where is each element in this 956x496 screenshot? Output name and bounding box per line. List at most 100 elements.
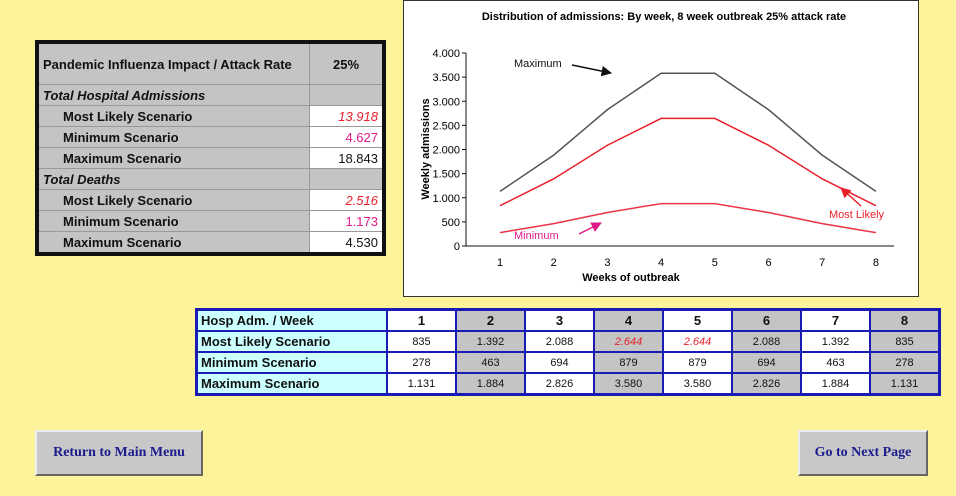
cell: 278: [386, 351, 457, 374]
cell: 835: [386, 330, 457, 353]
cell: 835: [869, 330, 941, 353]
y-tick-label: 500: [442, 217, 460, 229]
cell: 3.580: [593, 372, 664, 396]
table-row: Most Likely Scenario 13.918: [36, 105, 385, 127]
cell: 2.088: [731, 330, 802, 353]
x-tick-label: 3: [604, 257, 610, 269]
cell: 694: [731, 351, 802, 374]
y-tick-label: 2.500: [432, 120, 460, 132]
cell: 7: [800, 308, 871, 332]
arrow: [840, 187, 862, 207]
table-row: Minimum Scenario 4.627: [36, 126, 385, 148]
cell: 1.884: [800, 372, 871, 396]
week-table: Hosp Adm. / Week 1 2 3 4 5 6 7 8 Most Likely Scen…: [195, 308, 941, 396]
series-line: [499, 72, 877, 193]
arrow: [578, 222, 602, 235]
annotation: Most Likely: [829, 209, 885, 221]
cell: 1: [386, 308, 457, 332]
cell: 1.131: [386, 372, 457, 396]
y-axis-label: Weekly admissions: [420, 98, 432, 199]
cell: 2.826: [524, 372, 595, 396]
next-button[interactable]: Go to Next Page: [798, 430, 928, 476]
y-tick-label: 3.000: [432, 96, 460, 108]
x-axis-label: Weeks of outbreak: [582, 272, 680, 284]
y-tick-label: 0: [454, 241, 460, 253]
cell: 3.580: [662, 372, 733, 396]
y-tick-label: 3.500: [432, 72, 460, 84]
table-row: Minimum Scenario 1.173: [36, 210, 385, 232]
row-label: Most Likely Scenario: [195, 330, 388, 353]
cell: 463: [455, 351, 526, 374]
y-tick-label: 1.000: [432, 193, 460, 205]
table-row: Maximum Scenario 4.530: [36, 231, 385, 255]
row-value: 18.843: [309, 147, 385, 169]
cell: 3: [524, 308, 595, 332]
table-row: Maximum Scenario 18.843: [36, 147, 385, 169]
y-tick-label: 1.500: [432, 169, 460, 181]
empty-cell: [309, 84, 385, 106]
chart: Distribution of admissions: By week, 8 w…: [403, 0, 919, 297]
table-row: Hosp Adm. / Week 1 2 3 4 5 6 7 8: [195, 308, 941, 332]
cell: 2.644: [593, 330, 664, 353]
row-label: Minimum Scenario: [195, 351, 388, 374]
title-box: Distribution of admissions: By week, 8 w…: [481, 11, 847, 23]
cell: 4: [593, 308, 664, 332]
cell: 879: [593, 351, 664, 374]
row-label: Minimum Scenario: [36, 126, 310, 148]
cell: 879: [662, 351, 733, 374]
row-value: 4.627: [309, 126, 385, 148]
empty-cell: [309, 168, 385, 190]
x-tick-label: 1: [497, 257, 503, 269]
row-value: 1.173: [309, 210, 385, 232]
table-row: Most Likely Scenario 2.516: [36, 189, 385, 211]
row-label: Hosp Adm. / Week: [195, 308, 388, 332]
impact-table: Pandemic Influenza Impact / Attack Rate 2…: [35, 40, 386, 256]
table-row: Maximum Scenario 1.131 1.884 2.826 3.580 3.58…: [195, 372, 941, 396]
cell: 6: [731, 308, 802, 332]
annotation: Minimum: [514, 230, 559, 242]
row-label: Maximum Scenario: [195, 372, 388, 396]
x-tick-label: 7: [819, 257, 825, 269]
row-label: Pandemic Influenza Impact / Attack Rate: [36, 41, 310, 85]
series-line: [499, 202, 877, 234]
cell: 278: [869, 351, 941, 374]
cell: 463: [800, 351, 871, 374]
row-label: Maximum Scenario: [36, 231, 310, 255]
cell: 2: [455, 308, 526, 332]
table-row: Minimum Scenario 278 463 694 879 879 694 463 278: [195, 351, 941, 374]
row-value: 4.530: [309, 231, 385, 255]
x-tick-label: 8: [873, 257, 879, 269]
x-tick-label: 2: [551, 257, 557, 269]
y-tick-label: 4.000: [432, 48, 460, 60]
cell: 8: [869, 308, 941, 332]
row-label: Total Hospital Admissions: [36, 84, 310, 106]
cell: 694: [524, 351, 595, 374]
row-label: Most Likely Scenario: [36, 189, 310, 211]
arrow: [571, 64, 613, 77]
table-row: Pandemic Influenza Impact / Attack Rate 2…: [36, 41, 385, 85]
table-row: Total Deaths: [36, 168, 385, 190]
return-button[interactable]: Return to Main Menu: [35, 430, 203, 476]
cell: 1.392: [455, 330, 526, 353]
chart-title: Distribution of admissions: By week, 8 w…: [481, 11, 847, 23]
row-label: Most Likely Scenario: [36, 105, 310, 127]
x-tick-label: 5: [712, 257, 718, 269]
x-tick-label: 4: [658, 257, 664, 269]
table-row: Total Hospital Admissions: [36, 84, 385, 106]
row-label: Minimum Scenario: [36, 210, 310, 232]
row-value: 2.516: [309, 189, 385, 211]
row-value: 25%: [309, 41, 385, 85]
row-label: Maximum Scenario: [36, 147, 310, 169]
row-label: Total Deaths: [36, 168, 310, 190]
cell: 1.392: [800, 330, 871, 353]
cell: 2.088: [524, 330, 595, 353]
annotation: Maximum: [514, 58, 562, 70]
cell: 2.826: [731, 372, 802, 396]
cell: 2.644: [662, 330, 733, 353]
y-tick-label: 2.000: [432, 145, 460, 157]
row-value: 13.918: [309, 105, 385, 127]
cell: 1.884: [455, 372, 526, 396]
series-line: [499, 117, 877, 207]
x-tick-label: 6: [765, 257, 771, 269]
